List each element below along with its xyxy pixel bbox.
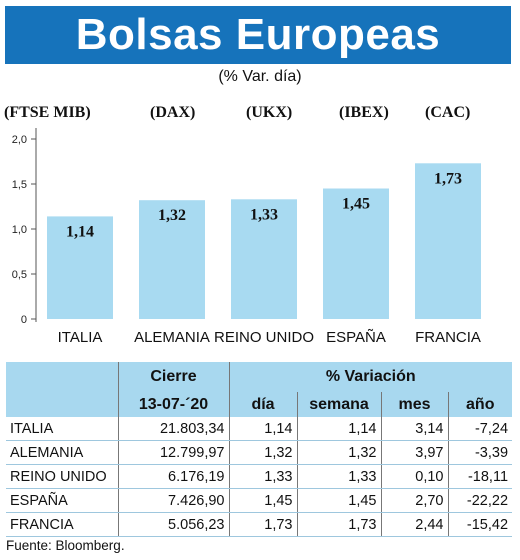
y-tick-label: 0,5 [12,269,27,281]
value-labels: 1,14 1,32 1,33 1,45 1,73 [66,170,462,240]
cell-cierre: 6.176,19 [117,464,229,489]
cell-semana: 1,14 [296,417,381,441]
table-group-header-row: Cierre % Variación [6,362,513,392]
cell-dia: 1,73 [228,512,297,537]
cell-mes: 2,44 [380,512,448,537]
category-label: ITALIA [58,329,103,346]
cell-mes: 3,97 [380,440,448,465]
table-row: ESPAÑA 7.426,90 1,45 1,45 2,70 -22,22 [6,488,513,513]
cell-dia: 1,14 [228,417,297,441]
bars [47,163,481,319]
bar-españa [323,188,389,319]
page-title: Bolsas Europeas [75,10,441,59]
value-label: 1,32 [158,207,186,224]
bar-francia [415,163,481,319]
table-row: ALEMANIA 12.799,97 1,32 1,32 3,97 -3,39 [6,440,513,465]
header-variacion: % Variación [228,362,513,392]
cell-semana: 1,33 [296,464,381,489]
cell-country: REINO UNIDO [6,464,118,489]
category-label: REINO UNIDO [214,329,314,346]
cell-country: ESPAÑA [6,488,118,513]
table-row: FRANCIA 5.056,23 1,73 1,73 2,44 -15,42 [6,512,513,537]
index-label-ftse-mib: (FTSE MIB) [4,104,91,121]
cell-mes: 0,10 [380,464,448,489]
cell-mes: 3,14 [380,417,448,441]
index-label-dax: (DAX) [150,104,196,121]
summary-table: Cierre % Variación 13-07-´20 día semana … [6,362,513,537]
cell-ano: -3,39 [447,440,513,465]
value-label: 1,73 [434,170,462,187]
header-mes: mes [380,392,448,417]
index-label-cac: (CAC) [425,104,471,121]
y-tick-label: 2,0 [12,134,27,146]
table-sub-header-row: 13-07-´20 día semana mes año [6,392,513,417]
cell-cierre: 21.803,34 [117,417,229,441]
y-tick-label: 1,0 [12,224,27,236]
index-label-ukx: (UKX) [246,104,293,121]
source-note: Fuente: Bloomberg. [6,538,125,553]
value-label: 1,33 [250,206,278,223]
header-dia: día [228,392,297,417]
bar-reino-unido [231,199,297,319]
cell-country: ALEMANIA [6,440,118,465]
cell-mes: 2,70 [380,488,448,513]
cell-cierre: 5.056,23 [117,512,229,537]
cell-ano: -15,42 [447,512,513,537]
category-label: FRANCIA [415,329,481,346]
table-header-blank [6,362,118,392]
header-cierre: Cierre [117,362,229,392]
cell-cierre: 12.799,97 [117,440,229,465]
page-subtitle: (% Var. día) [218,68,302,85]
cell-semana: 1,73 [296,512,381,537]
cell-semana: 1,32 [296,440,381,465]
cell-ano: -7,24 [447,417,513,441]
header-ano: año [447,392,513,417]
category-labels: ITALIA ALEMANIA REINO UNIDO ESPAÑA FRANCIA [58,329,481,346]
cell-ano: -22,22 [447,488,513,513]
value-label: 1,45 [342,196,370,213]
header-semana: semana [296,392,381,417]
table-row: ITALIA 21.803,34 1,14 1,14 3,14 -7,24 [6,417,513,441]
cell-dia: 1,33 [228,464,297,489]
category-label: ALEMANIA [134,329,210,346]
header-date: 13-07-´20 [117,392,229,417]
y-tick-label: 1,5 [12,179,27,191]
bar-italia [47,216,113,319]
table-header-blank-2 [6,392,118,417]
cell-dia: 1,32 [228,440,297,465]
table-row: REINO UNIDO 6.176,19 1,33 1,33 0,10 -18,… [6,464,513,489]
cell-cierre: 7.426,90 [117,488,229,513]
title-banner: Bolsas Europeas [5,6,511,64]
cell-country: FRANCIA [6,512,118,537]
y-ticks: 0 0,5 1,0 1,5 2,0 [12,134,36,326]
cell-ano: -18,11 [447,464,513,489]
value-label: 1,14 [66,223,94,240]
cell-dia: 1,45 [228,488,297,513]
cell-country: ITALIA [6,417,118,441]
bar-chart: 0 0,5 1,0 1,5 2,0 1,14 1,32 1,33 1,45 1,73 ITALI… [12,128,481,346]
y-tick-label: 0 [21,314,27,326]
bar-alemania [139,200,205,319]
index-label-ibex: (IBEX) [339,104,389,121]
summary-table-container: Cierre % Variación 13-07-´20 día semana … [6,362,513,537]
cell-semana: 1,45 [296,488,381,513]
category-label: ESPAÑA [326,329,386,346]
